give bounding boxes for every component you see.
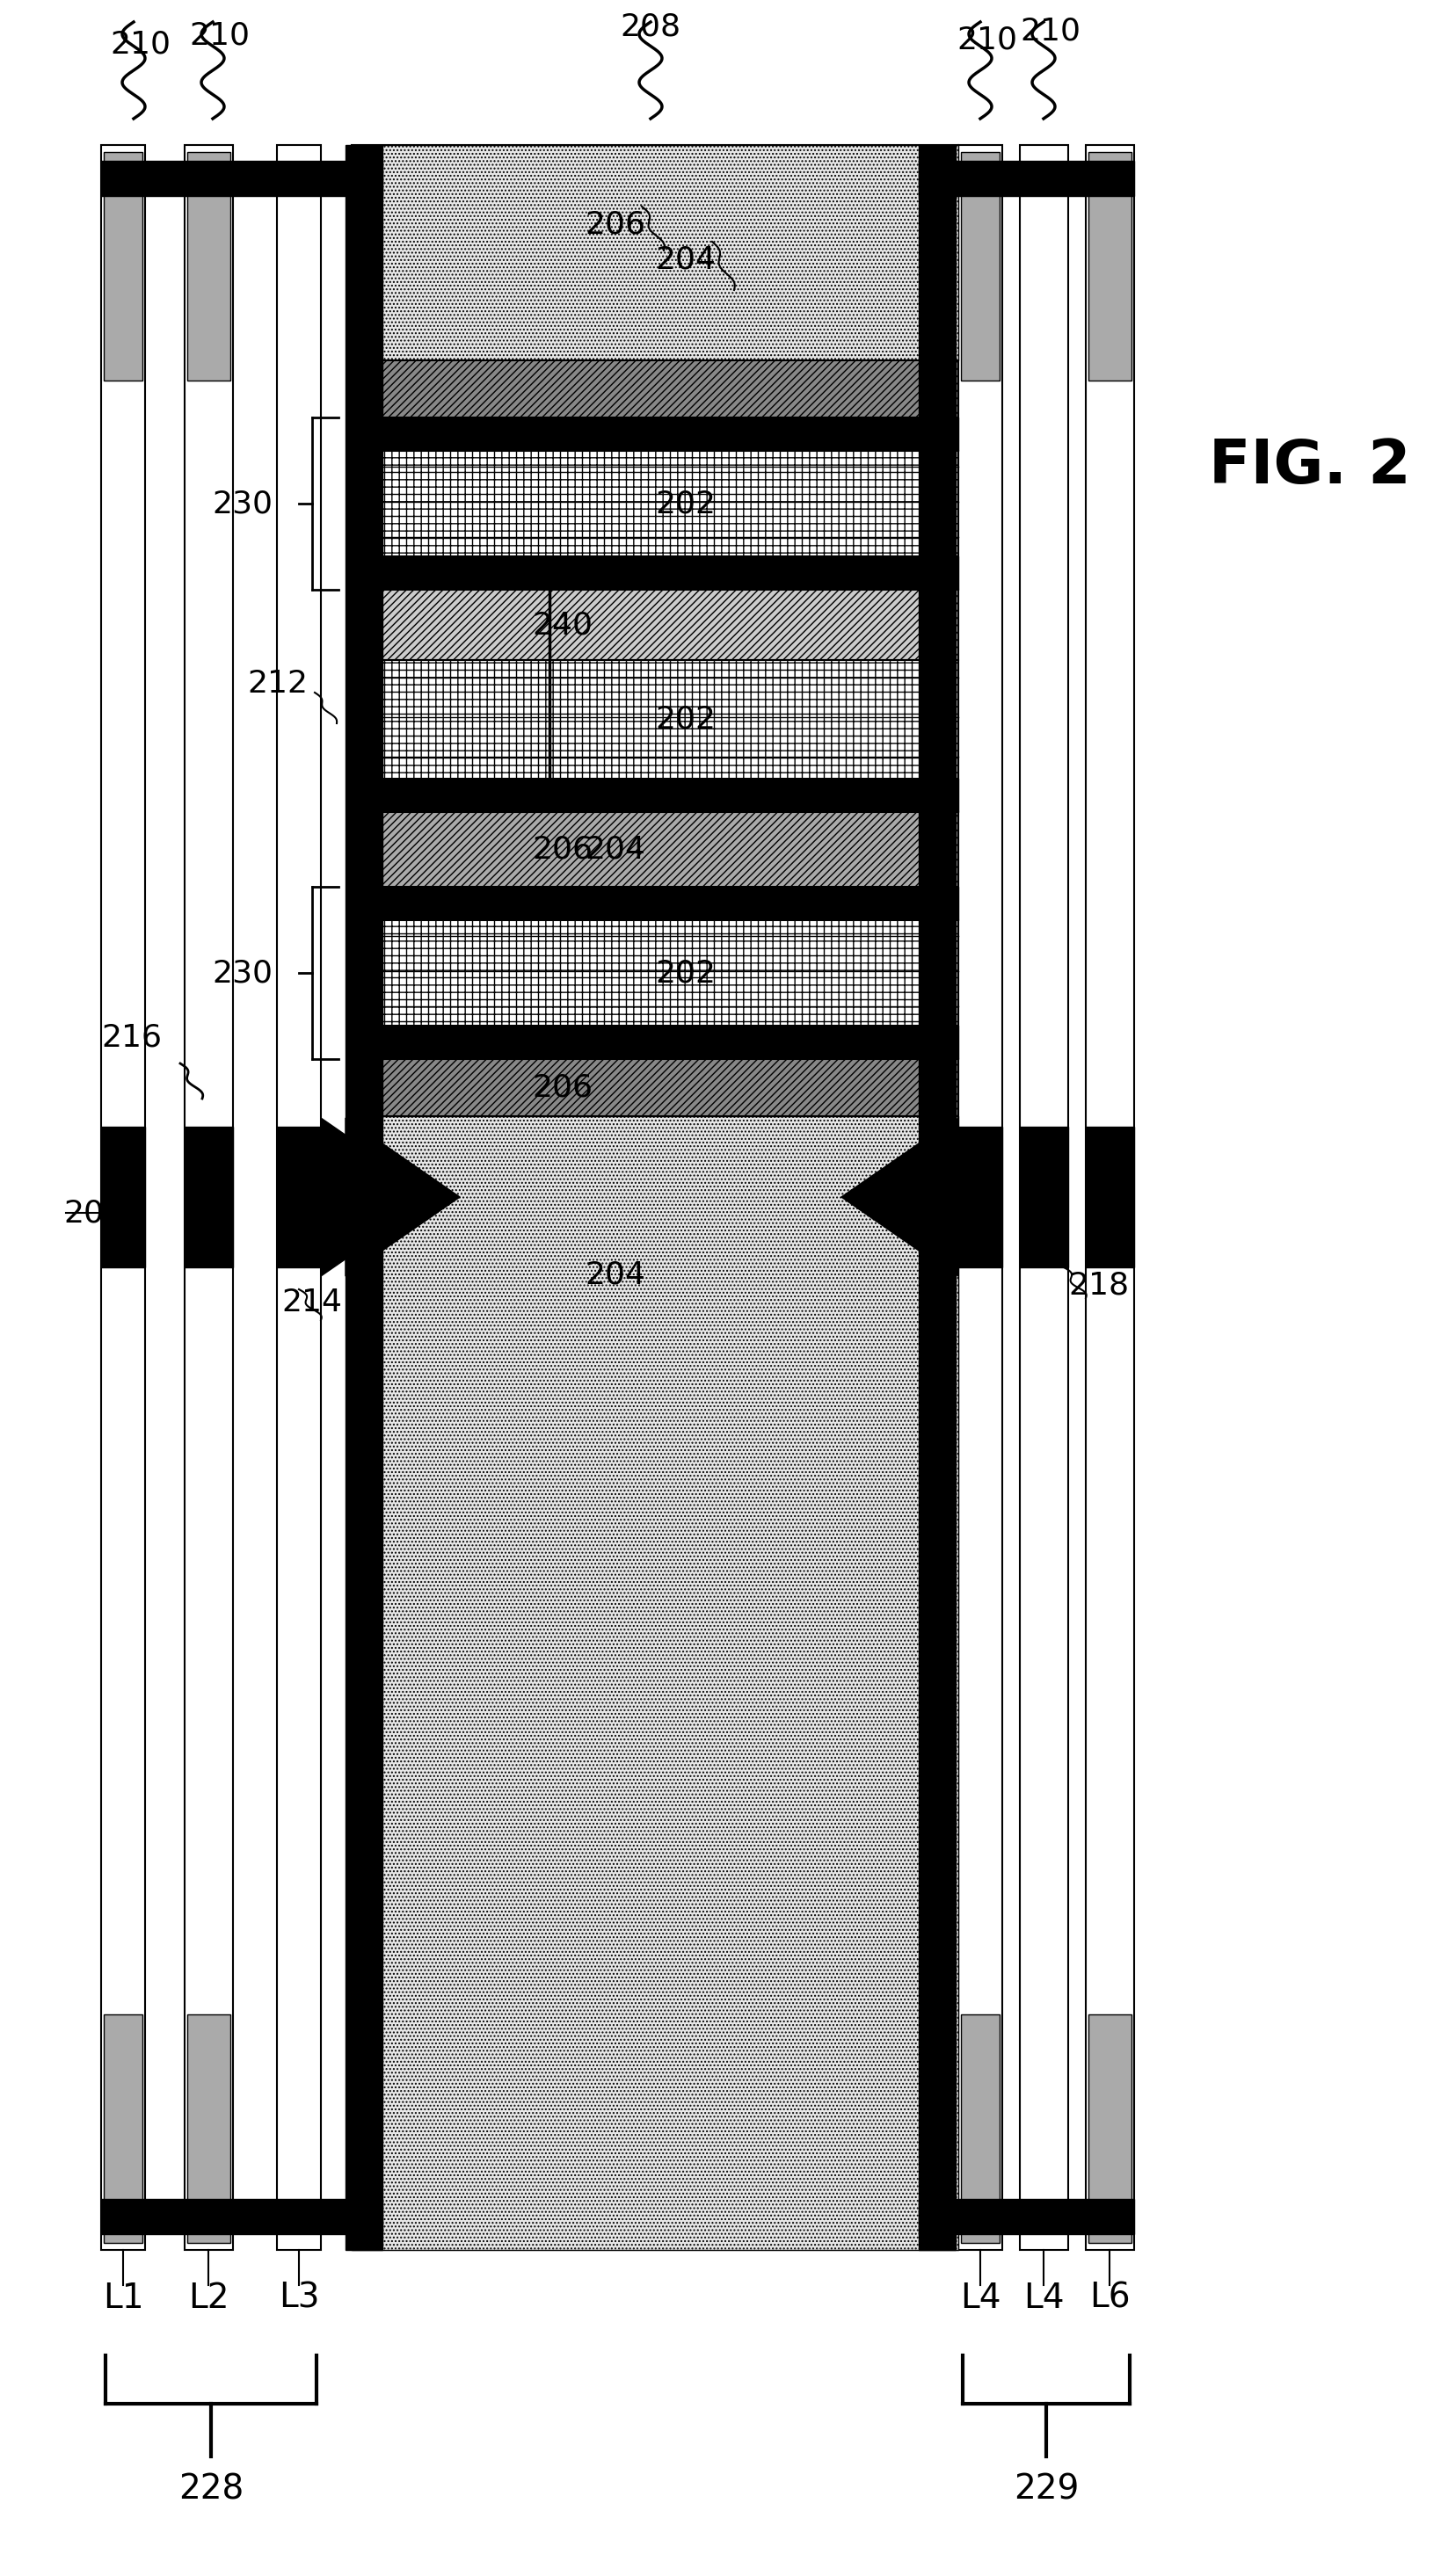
Text: 206: 206 — [533, 835, 594, 863]
Text: 210: 210 — [957, 26, 1018, 54]
Bar — [1086, 1126, 1134, 1267]
Bar — [1019, 144, 1069, 2249]
Bar — [104, 152, 142, 381]
Text: 240: 240 — [533, 611, 594, 639]
Text: L6: L6 — [1089, 2282, 1129, 2316]
Bar — [101, 2200, 382, 2233]
Bar — [277, 1126, 321, 1267]
Bar — [959, 1126, 1002, 1267]
Bar — [101, 144, 145, 2249]
Bar — [959, 144, 1002, 2249]
Bar — [918, 144, 956, 2249]
Bar — [352, 1025, 959, 1059]
Text: 202: 202 — [656, 958, 717, 987]
Bar — [352, 1059, 959, 1115]
Bar — [101, 1126, 145, 1267]
Text: 204: 204 — [585, 835, 646, 863]
Bar — [918, 2200, 1134, 2233]
Text: 214: 214 — [281, 1288, 342, 1316]
Bar — [101, 144, 1134, 2249]
Text: 216: 216 — [101, 1023, 162, 1051]
Bar — [348, 585, 549, 783]
Text: 212: 212 — [248, 670, 308, 698]
Bar — [961, 152, 999, 381]
Text: 210: 210 — [190, 21, 251, 49]
Text: 202: 202 — [656, 703, 717, 734]
Bar — [104, 2014, 142, 2244]
Text: 229: 229 — [1014, 2473, 1079, 2506]
Text: 206: 206 — [533, 1072, 594, 1103]
Bar — [101, 160, 382, 196]
Bar — [187, 152, 230, 381]
Text: 204: 204 — [656, 245, 717, 273]
Bar — [352, 920, 959, 1025]
Bar — [918, 160, 1134, 196]
Bar — [961, 2014, 999, 2244]
Text: L2: L2 — [188, 2282, 229, 2316]
Text: 200: 200 — [64, 1198, 125, 1229]
Bar — [352, 144, 959, 2249]
Text: L1: L1 — [103, 2282, 143, 2316]
Text: 202: 202 — [656, 489, 717, 518]
Bar — [352, 1115, 959, 2249]
Bar — [352, 144, 959, 361]
Text: 206: 206 — [585, 209, 646, 240]
Bar — [185, 144, 233, 2249]
Bar — [352, 590, 959, 659]
Text: 210: 210 — [1021, 15, 1082, 46]
Text: 230: 230 — [211, 489, 272, 518]
Bar — [346, 144, 382, 2249]
Bar — [352, 417, 959, 451]
Bar — [352, 361, 959, 417]
Bar — [352, 556, 959, 590]
Text: 230: 230 — [211, 958, 272, 987]
Polygon shape — [844, 1118, 959, 1275]
Bar — [352, 659, 959, 778]
Bar — [1089, 2014, 1131, 2244]
Bar — [185, 1126, 233, 1267]
Polygon shape — [841, 1118, 956, 1275]
Bar — [352, 811, 959, 886]
Text: 208: 208 — [620, 10, 681, 41]
Bar — [1019, 1126, 1069, 1267]
Bar — [352, 778, 959, 811]
Bar — [187, 2014, 230, 2244]
Bar — [352, 886, 959, 920]
Text: 204: 204 — [585, 1260, 646, 1291]
Bar — [1086, 144, 1134, 2249]
Bar — [1089, 152, 1131, 381]
Bar — [352, 451, 959, 556]
Bar — [277, 144, 321, 2249]
Text: L3: L3 — [278, 2282, 320, 2316]
Polygon shape — [321, 1118, 436, 1275]
Text: FIG. 2: FIG. 2 — [1209, 435, 1410, 495]
Text: L4: L4 — [960, 2282, 1001, 2316]
Text: 218: 218 — [1069, 1270, 1129, 1301]
Text: L4: L4 — [1024, 2282, 1064, 2316]
Polygon shape — [346, 1118, 460, 1275]
Text: 210: 210 — [110, 28, 171, 59]
Text: 228: 228 — [178, 2473, 243, 2506]
